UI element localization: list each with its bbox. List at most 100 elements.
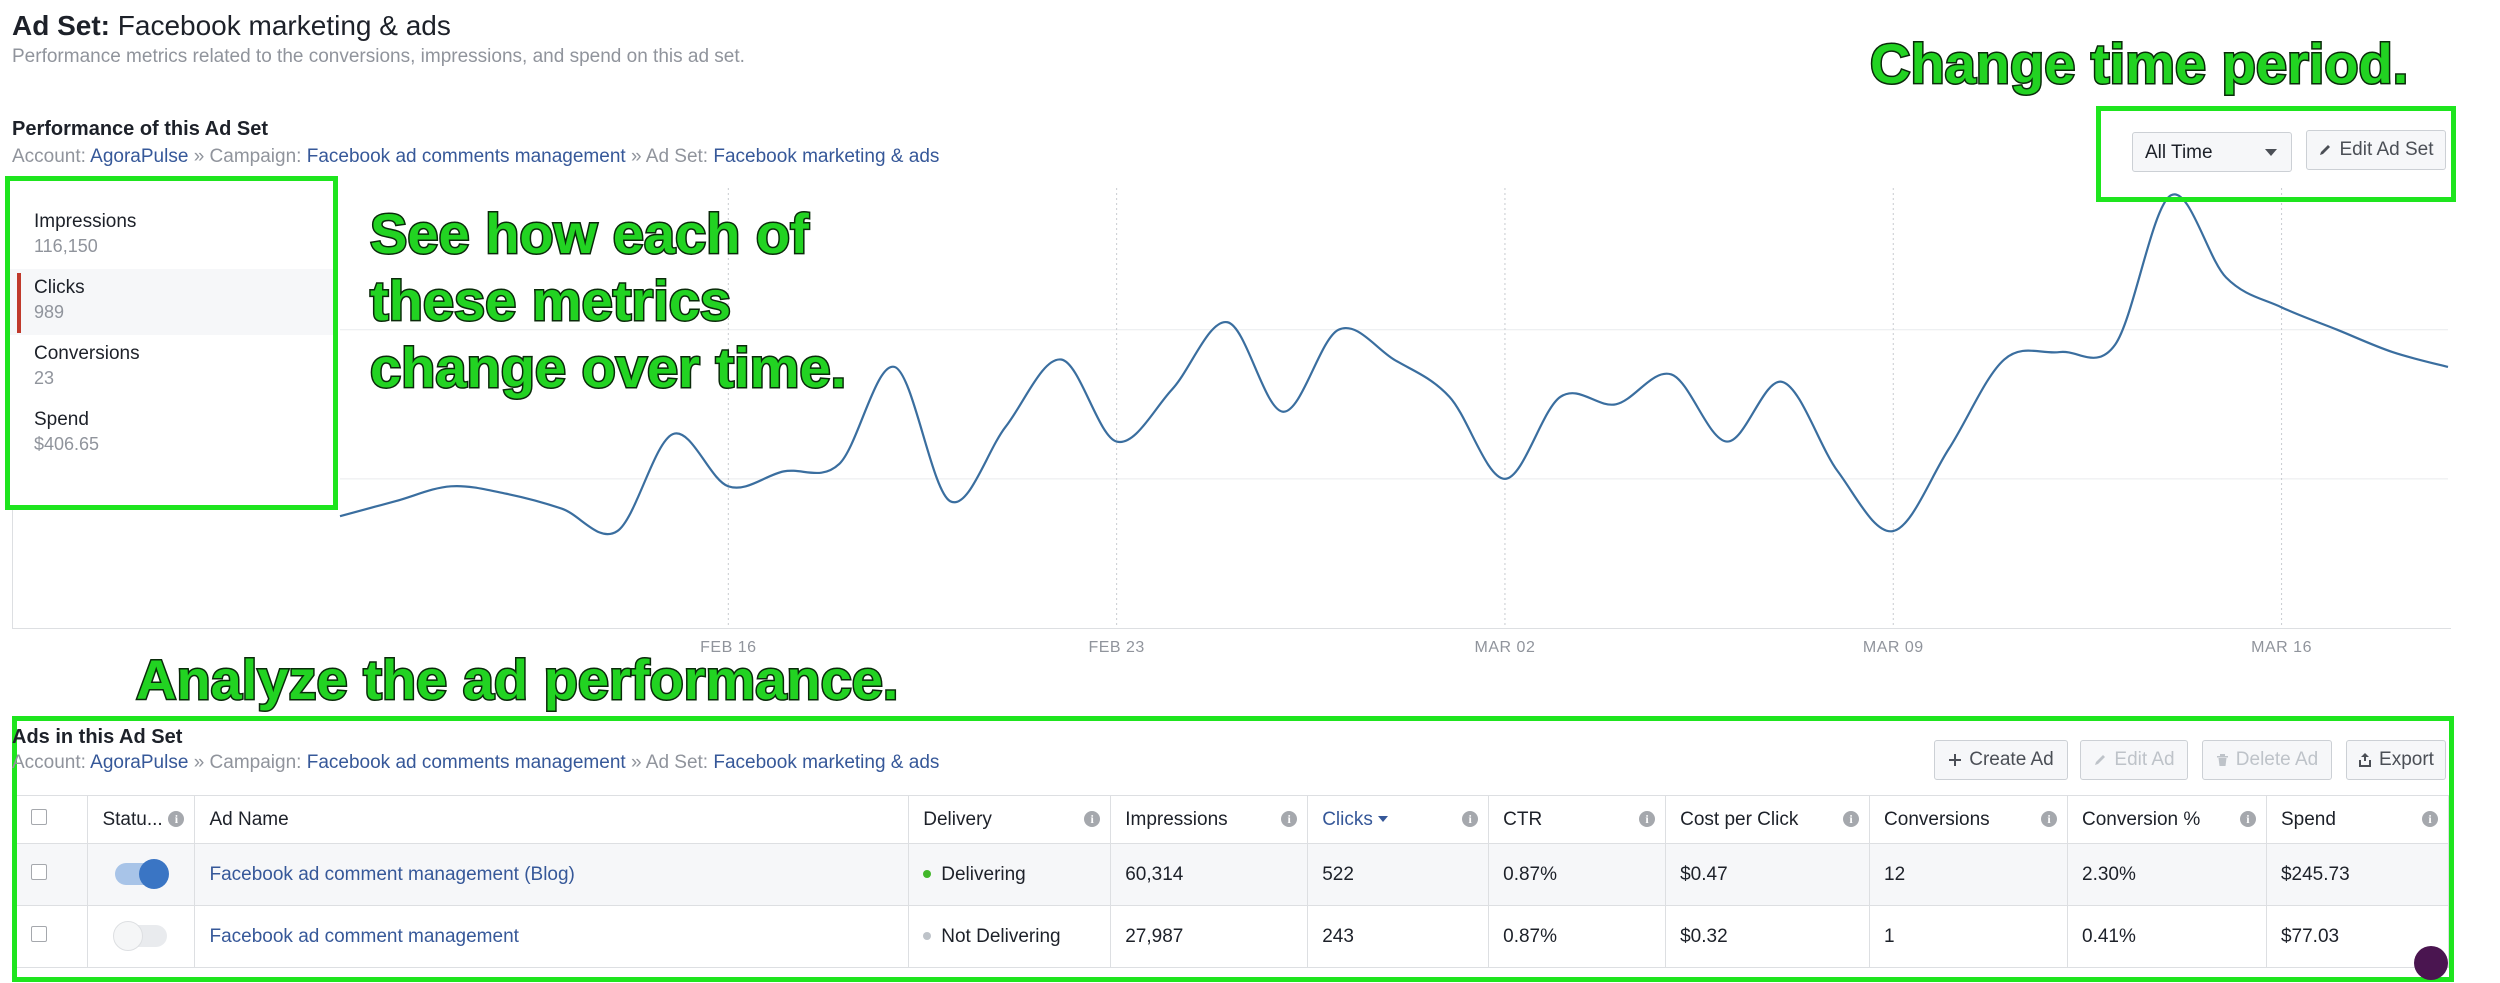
column-label: Statu... [102, 808, 163, 830]
chat-bubble-avatar[interactable] [2414, 946, 2448, 980]
metric-value: $406.65 [34, 434, 100, 454]
conversions-cell: 12 [1869, 843, 2068, 906]
edit-adset-button[interactable]: Edit Ad Set [2306, 130, 2446, 170]
table-header-row: Statu... i Ad Name Delivery i Impressions i… [17, 795, 2450, 844]
info-icon[interactable]: i [1281, 811, 1298, 827]
breadcrumb-separator: » [630, 752, 642, 773]
column-header-delivery[interactable]: Delivery i [908, 795, 1112, 844]
ads-breadcrumb: Account: AgoraPulse » Campaign: Facebook… [12, 752, 939, 774]
edit-ad-button[interactable]: Edit Ad [2080, 740, 2188, 780]
x-tick-label: MAR 02 [1475, 639, 1536, 656]
info-icon[interactable]: i [1084, 811, 1101, 827]
info-icon[interactable]: i [2041, 811, 2057, 827]
create-ad-button[interactable]: Create Ad [1934, 740, 2068, 780]
pencil-icon [2095, 755, 2106, 765]
title-adset-name: Facebook marketing & ads [117, 10, 451, 41]
conversion-pct-cell: 0.41% [2067, 905, 2267, 968]
column-header-ctr[interactable]: CTR i [1488, 795, 1667, 844]
breadcrumb-account-link[interactable]: AgoraPulse [90, 752, 189, 773]
metric-clicks[interactable]: Clicks 989 [10, 269, 333, 335]
column-header-cost-per-click[interactable]: Cost per Click i [1665, 795, 1871, 844]
breadcrumb-account-label: Account: [12, 146, 86, 167]
edit-adset-label: Edit Ad Set [2339, 139, 2434, 160]
ads-section-highlight [12, 716, 2454, 982]
breadcrumb-account-label: Account: [12, 752, 86, 773]
column-header-conversions[interactable]: Conversions i [1869, 795, 2068, 844]
ads-section-title: Ads in this Ad Set [12, 726, 183, 748]
row-select-cell [17, 843, 89, 906]
column-label: Delivery [923, 808, 992, 830]
chevron-down-icon [2265, 149, 2277, 156]
breadcrumb-separator: » [193, 146, 205, 167]
metric-label: Conversions [34, 343, 140, 364]
breadcrumb-account-link[interactable]: AgoraPulse [90, 146, 189, 167]
ad-name-link[interactable]: Facebook ad comment management [194, 905, 910, 968]
column-header-spend[interactable]: Spend i [2266, 795, 2450, 844]
delivery-status-dot [923, 932, 932, 941]
title-prefix: Ad Set: [12, 10, 110, 41]
status-cell [87, 843, 196, 906]
impressions-cell: 27,987 [1110, 905, 1309, 968]
breadcrumb-campaign-label: Campaign: [209, 146, 302, 167]
breadcrumb-separator: » [630, 146, 642, 167]
trash-icon [2216, 754, 2228, 766]
page-subtitle: Performance metrics related to the conve… [12, 46, 745, 67]
x-tick-label: MAR 16 [2251, 639, 2312, 656]
info-icon[interactable]: i [1462, 811, 1479, 827]
metric-impressions[interactable]: Impressions 116,150 [10, 203, 333, 269]
table-row: Facebook ad comment management Not Deliv… [17, 905, 2450, 968]
metric-spend[interactable]: Spend $406.65 [10, 401, 333, 467]
status-cell [87, 905, 196, 968]
column-header-clicks[interactable]: Clicks i [1307, 795, 1490, 844]
annotation-time-period: Change time period. [1868, 30, 2409, 96]
column-label: Spend [2280, 808, 2336, 830]
column-header-impressions[interactable]: Impressions i [1110, 795, 1309, 844]
export-label: Export [2379, 749, 2434, 770]
x-tick-label: MAR 09 [1863, 639, 1924, 656]
status-toggle[interactable] [113, 921, 168, 952]
breadcrumb-adset-link[interactable]: Facebook marketing & ads [713, 146, 940, 167]
ad-name-link[interactable]: Facebook ad comment management (Blog) [194, 843, 910, 906]
column-header-ad-name[interactable]: Ad Name [194, 795, 910, 844]
select-all-checkbox[interactable] [31, 808, 47, 825]
metric-value: 23 [34, 368, 55, 388]
toggle-knob [113, 921, 144, 952]
breadcrumb-campaign-label: Campaign: [209, 752, 302, 773]
toggle-knob [139, 859, 170, 890]
metric-conversions[interactable]: Conversions 23 [10, 335, 333, 401]
info-icon[interactable]: i [2422, 811, 2438, 827]
time-period-value: All Time [2145, 142, 2213, 163]
metric-value: 989 [34, 302, 65, 322]
breadcrumb-adset-label: Ad Set: [645, 146, 709, 167]
breadcrumb-campaign-link[interactable]: Facebook ad comments management [306, 752, 626, 773]
column-label: Impressions [1125, 808, 1228, 830]
info-icon[interactable]: i [2239, 811, 2256, 827]
metric-label: Spend [34, 409, 89, 430]
ads-table: Statu... i Ad Name Delivery i Impressions i… [17, 795, 2450, 968]
annotation-ads: Analyze the ad performance. [134, 646, 899, 712]
conversions-cell: 1 [1869, 905, 2068, 968]
time-period-select[interactable]: All Time [2132, 132, 2292, 172]
annotation-metrics: See how each of these metrics change ove… [368, 200, 847, 402]
export-button[interactable]: Export [2346, 740, 2446, 780]
sort-descending-icon [1377, 816, 1388, 823]
delivery-status-text: Delivering [941, 863, 1026, 885]
status-toggle[interactable] [115, 859, 170, 890]
info-icon[interactable]: i [1639, 811, 1656, 827]
info-icon[interactable]: i [168, 811, 185, 827]
cost-per-click-cell: $0.32 [1665, 905, 1871, 968]
create-ad-label: Create Ad [1969, 749, 2054, 770]
breadcrumb-campaign-link[interactable]: Facebook ad comments management [306, 146, 626, 167]
breadcrumb: Account: AgoraPulse » Campaign: Facebook… [12, 146, 939, 168]
row-select-cell [17, 905, 89, 968]
column-header-conversion-pct[interactable]: Conversion % i [2067, 795, 2267, 844]
row-checkbox[interactable] [31, 863, 47, 880]
breadcrumb-adset-link[interactable]: Facebook marketing & ads [713, 752, 940, 773]
delete-ad-button[interactable]: Delete Ad [2202, 740, 2332, 780]
x-tick-label: FEB 16 [700, 639, 756, 656]
annotation-line: See how each of [368, 200, 810, 266]
column-label: Ad Name [209, 808, 289, 830]
column-header-status[interactable]: Statu... i [87, 795, 196, 844]
info-icon[interactable]: i [1843, 811, 1860, 827]
row-checkbox[interactable] [31, 925, 47, 942]
